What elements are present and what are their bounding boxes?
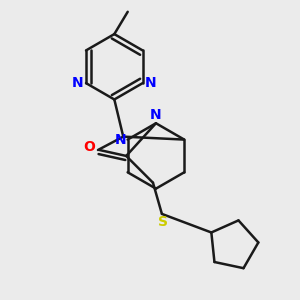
Text: N: N — [115, 133, 126, 147]
Text: O: O — [83, 140, 95, 154]
Text: N: N — [145, 76, 157, 90]
Text: N: N — [72, 76, 83, 90]
Text: N: N — [150, 108, 162, 122]
Text: S: S — [158, 215, 168, 229]
